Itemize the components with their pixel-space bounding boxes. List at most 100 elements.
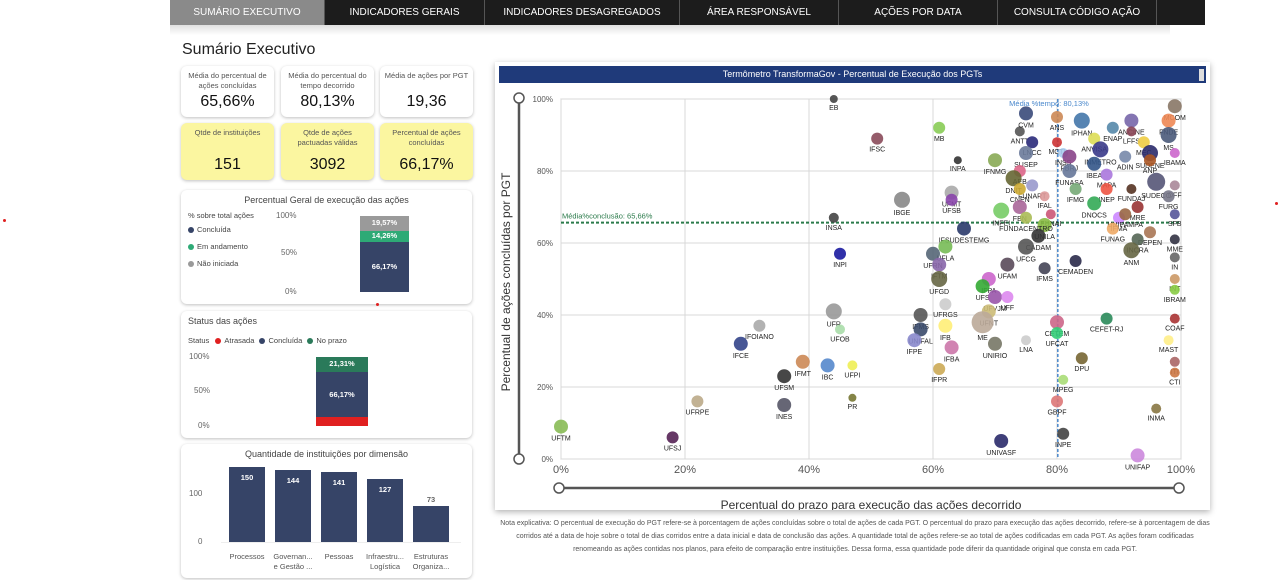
tab-consulta-codigo-acao[interactable]: CONSULTA CÓDIGO AÇÃO: [998, 0, 1157, 25]
tab-indicadores-desagregados[interactable]: INDICADORES DESAGREGADOS: [485, 0, 680, 25]
scatter-point[interactable]: [1087, 196, 1102, 211]
scatter-point[interactable]: [994, 434, 1009, 448]
scatter-point[interactable]: [1130, 448, 1145, 463]
scatter-point[interactable]: [1057, 427, 1070, 440]
scatter-point[interactable]: [1144, 226, 1156, 239]
scatter-point[interactable]: [933, 363, 946, 375]
bar[interactable]: [321, 471, 357, 542]
scatter-point[interactable]: [933, 121, 946, 134]
legend-item-concluida[interactable]: Concluída: [188, 225, 231, 234]
scatter-point[interactable]: [1144, 154, 1156, 167]
scatter-point[interactable]: [1126, 126, 1137, 137]
scatter-point[interactable]: [1169, 148, 1180, 158]
scatter-point[interactable]: [1038, 262, 1051, 275]
bar[interactable]: [229, 467, 265, 542]
kpi-card-percentual-acoes-concluidas[interactable]: Percentual de ações concluídas 66,17%: [380, 123, 473, 180]
scatter-point[interactable]: [1062, 149, 1077, 164]
legend-label-concluida[interactable]: Concluída: [268, 336, 303, 345]
scatter-point[interactable]: [1005, 170, 1022, 187]
legend-item-nao-iniciada[interactable]: Não iniciada: [188, 259, 238, 268]
scatter-point[interactable]: [753, 319, 766, 332]
scatter-point[interactable]: [777, 398, 792, 412]
scatter-point[interactable]: [1100, 312, 1113, 325]
bar-segment[interactable]: 19,57%: [360, 216, 409, 231]
scatter-point[interactable]: [1039, 191, 1050, 202]
scatter-point[interactable]: [1162, 190, 1175, 203]
scatter-point[interactable]: [1013, 183, 1026, 195]
scatter-point[interactable]: [554, 419, 568, 434]
scatter-point[interactable]: [1161, 113, 1176, 128]
scatter-point[interactable]: [825, 303, 842, 320]
scatter-point[interactable]: [932, 257, 947, 272]
scatter-point[interactable]: [938, 318, 953, 333]
scroll-handle[interactable]: [1199, 69, 1204, 81]
scatter-point[interactable]: [834, 247, 846, 260]
legend-label-no-prazo[interactable]: No prazo: [316, 336, 347, 345]
scatter-point[interactable]: [1026, 136, 1039, 149]
scatter-point[interactable]: [1169, 367, 1180, 378]
scatter-point[interactable]: [1062, 164, 1077, 178]
scatter-point[interactable]: [913, 322, 928, 337]
scatter-point[interactable]: [1037, 218, 1052, 232]
scatter-point[interactable]: [829, 95, 838, 103]
scatter-point[interactable]: [1020, 211, 1032, 224]
scatter-point[interactable]: [907, 333, 922, 348]
bar-segment[interactable]: 21,31%: [316, 357, 368, 372]
scatter-point[interactable]: [1073, 112, 1090, 129]
kpi-card-media-acoes-por-pgt[interactable]: Média de ações por PGT 19,36: [380, 66, 473, 117]
scatter-point[interactable]: [1169, 313, 1180, 324]
scatter-point[interactable]: [847, 360, 858, 371]
y-range-slider-handle[interactable]: [513, 453, 525, 465]
scatter-point[interactable]: [1088, 132, 1101, 145]
scatter-point[interactable]: [1169, 209, 1180, 220]
scatter-point[interactable]: [1131, 233, 1144, 246]
scatter-point[interactable]: [835, 324, 845, 335]
scatter-point[interactable]: [1051, 327, 1063, 339]
scatter-point[interactable]: [1031, 228, 1046, 243]
scatter-point[interactable]: [848, 393, 857, 402]
scatter-point[interactable]: [1169, 284, 1180, 295]
tab-sumario-executivo[interactable]: SUMÁRIO EXECUTIVO: [170, 0, 325, 25]
scatter-point[interactable]: [828, 212, 839, 223]
scatter-point[interactable]: [1001, 291, 1014, 303]
scatter-point[interactable]: [820, 358, 835, 373]
y-range-slider-handle[interactable]: [513, 92, 525, 104]
scatter-point[interactable]: [666, 431, 679, 444]
bar[interactable]: [367, 478, 403, 542]
bar-segment[interactable]: 66,17%: [360, 241, 409, 292]
scatter-point[interactable]: [871, 132, 884, 145]
scatter-point[interactable]: [1147, 172, 1166, 191]
scatter-point[interactable]: [1151, 403, 1162, 414]
scatter-point[interactable]: [975, 279, 990, 294]
scatter-point[interactable]: [1131, 201, 1144, 213]
scatter-point[interactable]: [777, 369, 792, 384]
scatter-point[interactable]: [1169, 274, 1180, 284]
scatter-point[interactable]: [1169, 234, 1180, 245]
bar[interactable]: [413, 505, 449, 542]
x-range-slider-handle[interactable]: [1173, 482, 1185, 494]
scatter-point[interactable]: [1124, 113, 1139, 128]
kpi-card-qtde-instituicoes[interactable]: Qtde de instituições 151: [181, 123, 274, 180]
scatter-point[interactable]: [945, 193, 958, 206]
scatter-point[interactable]: [1169, 180, 1180, 191]
kpi-card-media-acoes-concluidas[interactable]: Média do percentual de ações concluídas …: [181, 66, 274, 117]
scatter-point[interactable]: [993, 202, 1010, 219]
tab-acoes-por-data[interactable]: AÇÕES POR DATA: [839, 0, 998, 25]
scatter-point[interactable]: [691, 395, 704, 408]
scatter-point[interactable]: [1058, 374, 1069, 385]
tab-area-responsavel[interactable]: ÁREA RESPONSÁVEL: [680, 0, 839, 25]
scatter-point[interactable]: [913, 308, 928, 322]
scatter-point[interactable]: [1045, 209, 1056, 220]
stacked-bar[interactable]: 66,17% 14,26% 19,57%: [360, 216, 409, 292]
scatter-point[interactable]: [1137, 136, 1150, 149]
scatter-point[interactable]: [1018, 238, 1034, 255]
scatter-point[interactable]: [1167, 99, 1182, 114]
scatter-point[interactable]: [1075, 352, 1088, 365]
scatter-point[interactable]: [1092, 141, 1109, 158]
scatter-point[interactable]: [894, 191, 910, 208]
scatter-point[interactable]: [1021, 335, 1031, 346]
scatter-point[interactable]: [1014, 126, 1025, 137]
scatter-point[interactable]: [1100, 168, 1113, 181]
scatter-point[interactable]: [795, 354, 810, 369]
scatter-point[interactable]: [1160, 127, 1177, 143]
